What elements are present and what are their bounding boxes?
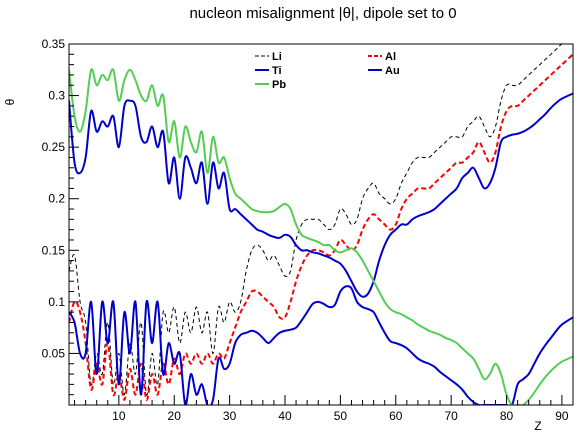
x-tick-label: 20 [168, 409, 182, 423]
x-tick-label: 50 [334, 409, 348, 423]
x-axis-label: Z [534, 419, 541, 433]
x-tick-label: 70 [444, 409, 458, 423]
legend-label-ti: Ti [272, 65, 282, 77]
y-tick-label: 0.3 [48, 89, 65, 103]
legend-label-li: Li [272, 51, 282, 63]
plot-frame [68, 43, 574, 406]
x-tick-label: 60 [389, 409, 403, 423]
x-tick-label: 90 [555, 409, 569, 423]
legend-label-au: Au [385, 65, 400, 77]
y-tick-label: 0.15 [42, 243, 66, 257]
series-line-au [69, 92, 574, 298]
y-tick-label: 0.05 [42, 346, 66, 360]
series-layer [69, 44, 574, 405]
legend: Li Al Ti Au Pb [255, 51, 400, 91]
legend-label-pb: Pb [272, 79, 286, 91]
series-line-li [69, 44, 563, 396]
series-line-al [69, 53, 574, 401]
legend-label-al: Al [385, 51, 396, 63]
y-axis-label: θ [3, 98, 17, 105]
series-line-ti [69, 285, 574, 405]
x-tick-label: 30 [223, 409, 237, 423]
x-tick-label: 10 [112, 409, 126, 423]
x-tick-label: 80 [500, 409, 514, 423]
chart-title: nucleon misalignment |θ|, dipole set to … [189, 5, 456, 22]
y-tick-label: 0.35 [42, 37, 66, 51]
axis-layer: 10 20 30 40 50 60 70 80 90 0.05 0.1 0.15 0.2 0.25 0.3 0… [42, 37, 574, 423]
y-tick-label: 0.1 [48, 295, 65, 309]
y-tick-label: 0.25 [42, 140, 66, 154]
series-line-pb [69, 68, 574, 405]
x-tick-label: 40 [278, 409, 292, 423]
y-tick-label: 0.2 [48, 192, 65, 206]
